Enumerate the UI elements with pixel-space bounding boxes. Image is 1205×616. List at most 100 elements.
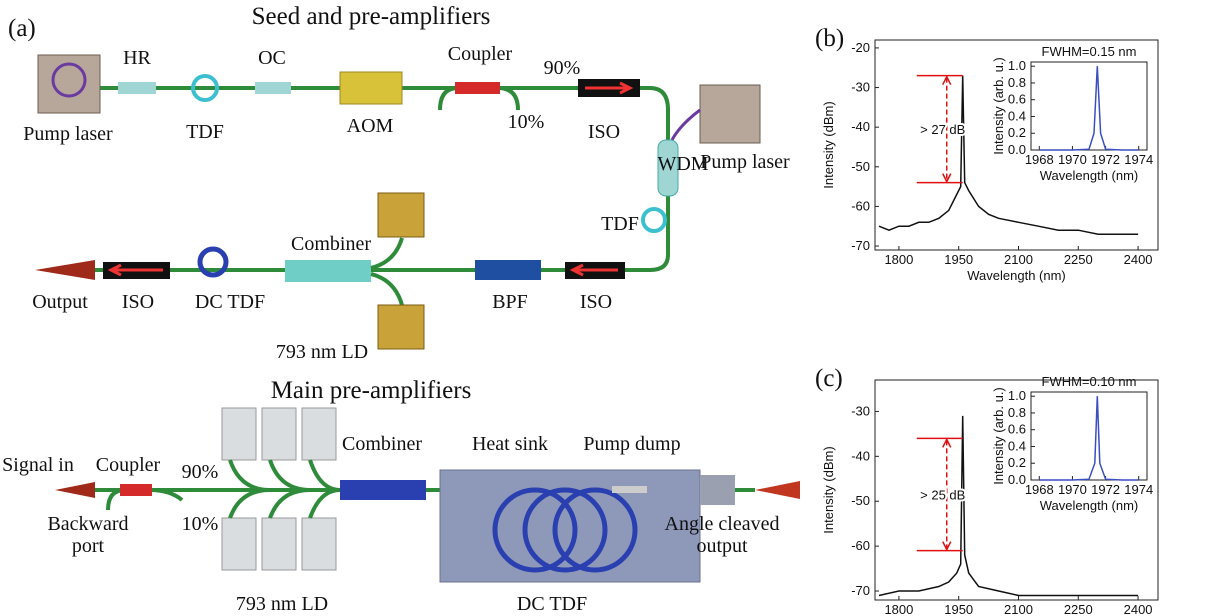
x-tick-label: 2400 (1124, 252, 1153, 267)
fiber (672, 110, 700, 140)
plot-frame (1031, 62, 1147, 150)
component-label: TDF (186, 121, 224, 143)
component-label: 90% (182, 461, 219, 483)
component-label: 793 nm LD (276, 341, 368, 363)
y-tick-label: 0.8 (1008, 75, 1026, 90)
y-tick-label: -50 (851, 159, 870, 174)
component-label: Angle cleaved (665, 513, 780, 535)
y-tick-label: 0.6 (1008, 92, 1026, 107)
y-tick-label: 0.2 (1008, 125, 1026, 140)
component-label: DC TDF (517, 593, 587, 615)
component-label: Output (32, 291, 88, 313)
y-tick-label: 1.0 (1008, 388, 1026, 403)
component-label: DC TDF (195, 291, 265, 313)
coupler (120, 484, 152, 496)
cleave-mount (700, 475, 735, 505)
component-label: ISO (580, 291, 612, 313)
figure: (a)Seed and pre-amplifiersMain pre-ampli… (0, 0, 1205, 616)
y-axis-label: Intensity (dBm) (821, 101, 836, 188)
component-label: AOM (347, 115, 394, 137)
y-tick-label: -30 (851, 403, 870, 418)
y-axis-label: Intensity (arb. u.) (991, 57, 1006, 155)
component-label: ISO (588, 121, 620, 143)
chart-title: FWHM=0.10 nm (1042, 374, 1137, 389)
component-label: Heat sink (472, 433, 548, 455)
component-label: 793 nm LD (236, 593, 328, 615)
panel-label: (b) (815, 25, 844, 52)
y-tick-label: -70 (851, 583, 870, 598)
combiner (340, 480, 426, 500)
component-label: Coupler (96, 454, 161, 476)
y-tick-label: -40 (851, 448, 870, 463)
x-tick-label: 1970 (1058, 482, 1087, 497)
y-axis-label: Intensity (dBm) (821, 446, 836, 533)
pump-dump (612, 486, 647, 493)
x-tick-label: 1974 (1124, 482, 1153, 497)
section-title: Seed and pre-amplifiers (252, 3, 491, 30)
pump-laser (700, 85, 760, 143)
x-tick-label: 1970 (1058, 152, 1087, 167)
component-label: HR (123, 47, 151, 69)
y-tick-label: 0.0 (1008, 472, 1026, 487)
bpf (475, 260, 541, 280)
component-label: 10% (508, 111, 545, 133)
component-label: Pump laser (23, 123, 113, 145)
plot-frame (1031, 392, 1147, 480)
component-label: 90% (544, 57, 581, 79)
x-tick-label: 1950 (944, 252, 973, 267)
x-tick-label: 2250 (1064, 602, 1093, 616)
component-label: output (696, 535, 748, 557)
x-tick-label: 1974 (1124, 152, 1153, 167)
x-tick-label: 1968 (1025, 482, 1054, 497)
annotation-text: > 25 dB (920, 487, 965, 502)
tdf-coil (643, 209, 665, 231)
x-tick-label: 1968 (1025, 152, 1054, 167)
hr (118, 82, 156, 94)
x-tick-label: 1972 (1091, 152, 1120, 167)
y-tick-label: 0.2 (1008, 455, 1026, 470)
y-tick-label: -20 (851, 40, 870, 55)
y-tick-label: 0.0 (1008, 142, 1026, 157)
component-label: port (72, 535, 105, 557)
component-label: Combiner (342, 433, 422, 455)
input-cone (55, 482, 95, 498)
x-tick-label: 1972 (1091, 482, 1120, 497)
x-tick-label: 2100 (1004, 252, 1033, 267)
component-label: Backward (47, 513, 128, 535)
x-tick-label: 2250 (1064, 252, 1093, 267)
y-tick-label: 1.0 (1008, 58, 1026, 73)
ld (378, 193, 424, 237)
x-tick-label: 2400 (1124, 602, 1153, 616)
component-label: Combiner (291, 233, 371, 255)
x-axis-label: Wavelength (nm) (1040, 168, 1139, 183)
component-label: Signal in (2, 454, 74, 476)
y-tick-label: -60 (851, 538, 870, 553)
y-axis-label: Intensity (arb. u.) (991, 387, 1006, 485)
oc (255, 82, 291, 94)
y-tick-label: 0.4 (1008, 108, 1026, 123)
output-cone (35, 260, 95, 280)
component-label: OC (258, 47, 286, 69)
component-label: 10% (182, 513, 219, 535)
y-tick-label: 0.4 (1008, 438, 1026, 453)
y-tick-label: 0.6 (1008, 422, 1026, 437)
y-tick-label: 0.8 (1008, 405, 1026, 420)
heat-sink (440, 470, 700, 582)
y-tick-label: -60 (851, 198, 870, 213)
component-label: ISO (122, 291, 154, 313)
component-label: BPF (492, 291, 528, 313)
output-cone (755, 481, 800, 499)
panel-label: (c) (815, 365, 843, 392)
x-tick-label: 1950 (944, 602, 973, 616)
component-label: Pump dump (583, 433, 680, 455)
section-title: Main pre-amplifiers (271, 377, 472, 404)
main-diagram (55, 408, 800, 582)
x-tick-label: 1800 (884, 252, 913, 267)
annotation-text: > 27 dB (920, 122, 965, 137)
y-tick-label: -40 (851, 119, 870, 134)
y-tick-label: -70 (851, 238, 870, 253)
y-tick-label: -30 (851, 80, 870, 95)
component-label: TDF (601, 213, 639, 235)
combiner (285, 260, 371, 282)
coupler (455, 82, 500, 94)
